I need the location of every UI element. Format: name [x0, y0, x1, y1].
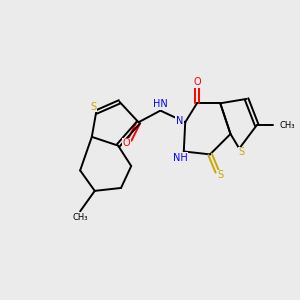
Text: N: N: [176, 116, 183, 126]
Text: O: O: [193, 77, 201, 87]
Text: NH: NH: [173, 153, 188, 163]
Text: CH₃: CH₃: [279, 121, 295, 130]
Text: S: S: [91, 102, 97, 112]
Text: HN: HN: [153, 99, 168, 109]
Text: S: S: [238, 147, 244, 157]
Text: CH₃: CH₃: [72, 213, 88, 222]
Text: S: S: [217, 170, 223, 180]
Text: O: O: [122, 138, 130, 148]
